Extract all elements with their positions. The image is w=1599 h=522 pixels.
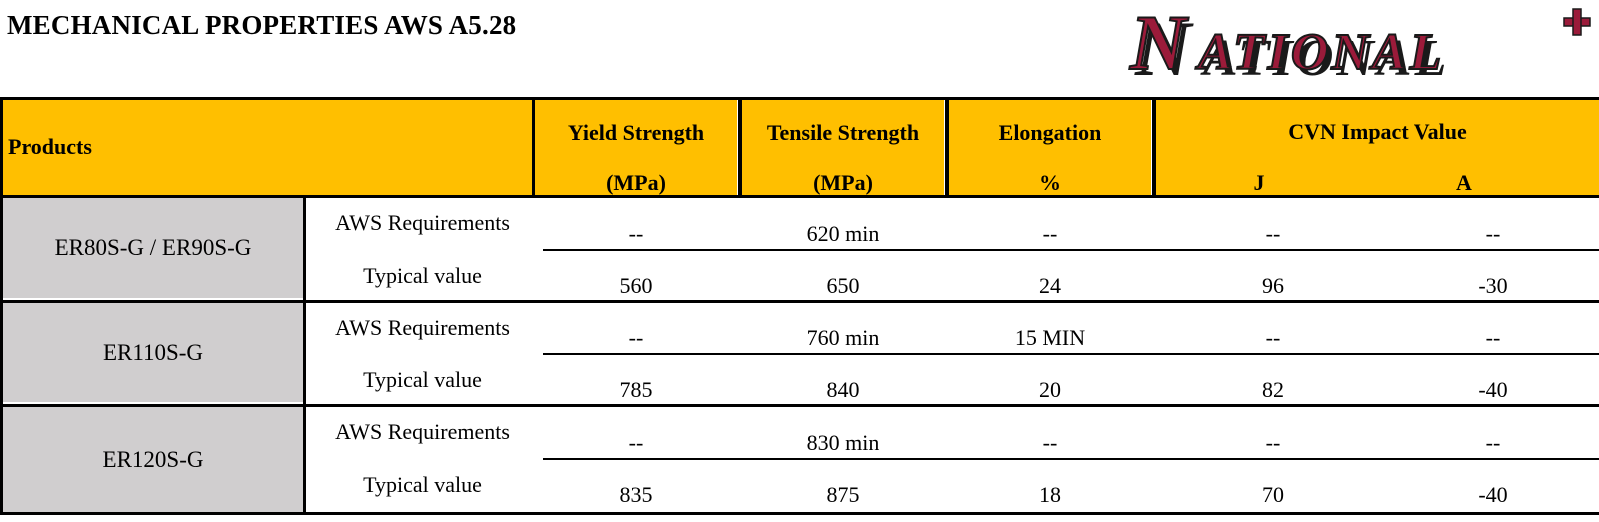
tensile-value: 650: [826, 273, 860, 298]
product-name: ER120S-G: [102, 446, 204, 472]
row-label: AWS Requirements: [335, 419, 510, 444]
header-products-label: Products: [8, 134, 92, 159]
logo-rest-shadow: ATIONAL: [1200, 30, 1449, 86]
product-column-divider: [303, 198, 306, 515]
cvn-j-value: 96: [1262, 273, 1284, 298]
row-label: AWS Requirements: [335, 210, 510, 235]
column-divider: [738, 97, 742, 198]
header-cvn-a: A: [1456, 170, 1472, 195]
yield-value: --: [628, 221, 644, 246]
cvn-a-value: -30: [1478, 273, 1508, 298]
tensile-value: 830 min: [806, 430, 880, 455]
header-tensile: Tensile Strength (MPa): [742, 100, 944, 196]
yield-value: 835: [619, 482, 653, 507]
elongation-value: --: [1042, 221, 1058, 246]
header-elongation-unit: %: [1039, 170, 1061, 195]
cvn-j-value: 70: [1262, 482, 1284, 507]
table-border-left: [0, 97, 3, 515]
header-tensile-unit: (MPa): [813, 170, 873, 195]
cvn-a-value: -40: [1478, 377, 1508, 402]
page-title: MECHANICAL PROPERTIES AWS A5.28: [7, 10, 517, 40]
subrow-divider: [543, 353, 1599, 355]
logo-n-shadow: N: [1134, 6, 1194, 86]
yield-value: --: [628, 430, 644, 455]
elongation-value: 24: [1039, 273, 1061, 298]
header-yield-title: Yield Strength: [567, 120, 705, 145]
column-divider: [532, 97, 535, 198]
product-cell: ER80S-G / ER90S-G: [3, 198, 303, 298]
column-divider: [1152, 97, 1156, 198]
cvn-a-value: --: [1485, 430, 1501, 455]
product-name: ER110S-G: [102, 339, 204, 365]
cvn-j-value: --: [1265, 221, 1281, 246]
cvn-j-value: 82: [1262, 377, 1284, 402]
yield-value: 560: [619, 273, 653, 298]
cvn-j-value: --: [1265, 325, 1281, 350]
header-cvn-title: CVN Impact Value: [1288, 119, 1467, 144]
row-label: Typical value: [363, 472, 482, 497]
row-label: AWS Requirements: [335, 315, 510, 340]
elongation-value: 18: [1039, 482, 1061, 507]
national-logo: N N ATIONAL ATIONAL: [1127, 0, 1597, 92]
row-label: Typical value: [363, 263, 482, 288]
header-yield: Yield Strength (MPa): [535, 100, 737, 196]
tensile-value: 620 min: [806, 221, 880, 246]
cvn-j-value: --: [1265, 430, 1281, 455]
product-name: ER80S-G / ER90S-G: [54, 235, 252, 260]
header-cvn: CVN Impact Value J A: [1156, 100, 1599, 196]
logo-n: N: [1129, 6, 1189, 86]
logo-plus-icon: [1563, 8, 1591, 36]
table-border-top: [0, 97, 1599, 100]
tensile-value: 760 min: [806, 325, 880, 350]
tensile-value: 840: [826, 377, 860, 402]
subrow-divider: [543, 249, 1599, 251]
row-divider: [0, 404, 1599, 407]
row-divider: [0, 300, 1599, 303]
header-products: Products: [2, 100, 532, 196]
cvn-a-value: --: [1485, 221, 1501, 246]
subrow-divider: [543, 458, 1599, 460]
row-label: Typical value: [363, 367, 482, 392]
elongation-value: 20: [1039, 377, 1061, 402]
header-yield-unit: (MPa): [606, 170, 666, 195]
table-border-bottom: [0, 512, 1599, 515]
product-cell: ER110S-G: [3, 303, 303, 402]
header-cvn-j: J: [1253, 170, 1265, 195]
tensile-value: 875: [826, 482, 860, 507]
cvn-a-value: -40: [1478, 482, 1508, 507]
yield-value: --: [628, 325, 644, 350]
properties-table: Products Yield Strength (MPa) Tensile St…: [0, 97, 1599, 522]
elongation-value: --: [1042, 430, 1058, 455]
header-elongation: Elongation %: [949, 100, 1151, 196]
logo-graphic: N N ATIONAL ATIONAL: [1128, 0, 1591, 92]
yield-value: 785: [619, 377, 653, 402]
column-divider: [945, 97, 949, 198]
elongation-value: 15 MIN: [1014, 325, 1086, 350]
header-tensile-title: Tensile Strength: [766, 120, 920, 145]
logo-rest: ATIONAL: [1195, 24, 1444, 81]
header-divider: [0, 195, 1599, 198]
header-elongation-title: Elongation: [998, 120, 1102, 145]
product-cell: ER120S-G: [3, 407, 303, 512]
cvn-a-value: --: [1485, 325, 1501, 350]
